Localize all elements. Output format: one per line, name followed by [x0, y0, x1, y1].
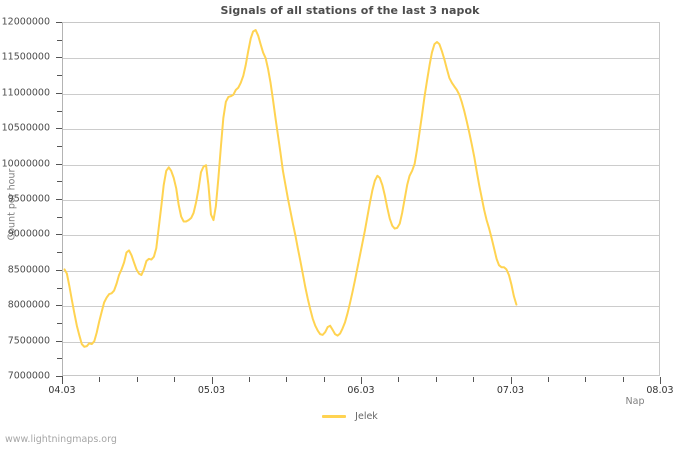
y-axis-minor-tick — [57, 287, 62, 289]
series-lines — [63, 23, 659, 375]
x-axis-major-tick — [361, 377, 362, 384]
gridline — [63, 164, 659, 166]
y-axis-tick-label: 11500000 — [1, 51, 50, 63]
x-axis-minor-tick — [473, 377, 475, 382]
x-axis-minor-tick — [398, 377, 400, 382]
y-axis-major-tick — [56, 199, 63, 200]
chart-legend: Jelek — [0, 411, 700, 422]
gridline — [63, 235, 659, 237]
y-axis-minor-tick — [57, 216, 62, 218]
y-axis-major-tick — [56, 163, 63, 165]
y-axis-tick-label: 8500000 — [7, 264, 50, 276]
y-axis-minor-tick — [57, 145, 62, 147]
x-axis-minor-tick — [174, 377, 176, 382]
y-axis-minor-tick — [57, 358, 62, 360]
y-axis-minor-tick — [57, 75, 62, 77]
gridline — [63, 129, 659, 131]
y-axis-tick-label: 10500000 — [1, 122, 50, 134]
y-axis-tick-label: 7000000 — [7, 370, 50, 382]
gridline — [63, 200, 659, 201]
y-axis-major-tick — [56, 22, 63, 23]
x-axis-tick-label: 07.03 — [496, 385, 525, 396]
x-axis-minor-tick — [435, 377, 437, 382]
y-axis-major-tick — [56, 234, 63, 236]
y-axis-major-tick — [56, 128, 63, 130]
y-axis-tick-label: 7500000 — [7, 335, 50, 347]
y-axis-minor-tick — [57, 110, 62, 112]
x-axis-tick-label: 04.03 — [48, 385, 76, 396]
y-axis-major-tick — [56, 57, 63, 59]
x-axis-minor-tick — [248, 377, 250, 382]
x-axis-major-tick — [660, 377, 661, 384]
y-axis-major-tick — [56, 92, 63, 94]
legend-label-jelek: Jelek — [355, 411, 378, 422]
y-axis-tick-label: 8000000 — [7, 299, 50, 311]
x-axis-minor-tick — [622, 377, 624, 382]
gridline — [63, 270, 659, 272]
x-axis-major-tick — [211, 377, 213, 384]
y-axis-minor-tick — [57, 39, 62, 41]
y-axis-tick-label: 11000000 — [1, 87, 50, 99]
watermark: www.lightningmaps.org — [5, 434, 117, 445]
x-axis-tick-label: 05.03 — [197, 385, 226, 396]
y-axis-major-tick — [56, 376, 63, 377]
gridline — [63, 306, 659, 308]
legend-swatch-jelek — [322, 415, 347, 418]
x-axis-tick-label: 06.03 — [347, 385, 375, 396]
x-axis-minor-tick — [585, 377, 587, 382]
y-axis-tick-label: 12000000 — [1, 16, 50, 28]
gridline — [63, 58, 659, 60]
x-axis-minor-tick — [286, 377, 288, 382]
y-axis-major-tick — [56, 269, 63, 271]
y-axis-major-tick — [56, 340, 63, 342]
y-axis-minor-tick — [57, 322, 62, 324]
x-axis-major-tick — [510, 377, 512, 384]
x-axis-minor-tick — [136, 377, 138, 382]
x-axis-major-tick — [62, 377, 63, 384]
gridline — [63, 341, 659, 343]
y-axis-tick-label: 10000000 — [1, 158, 50, 170]
chart-title: Signals of all stations of the last 3 na… — [220, 4, 480, 17]
y-axis-major-tick — [56, 305, 63, 307]
plot-area — [62, 22, 660, 376]
y-axis-tick-label: 9500000 — [7, 193, 50, 205]
x-axis-tick-label: 08.03 — [646, 385, 674, 396]
series-line-jelek — [64, 30, 516, 347]
x-axis-title: Nap — [625, 396, 645, 407]
x-axis-minor-tick — [99, 377, 101, 382]
x-axis-minor-tick — [547, 377, 549, 382]
gridline — [63, 93, 659, 95]
y-axis-minor-tick — [57, 252, 62, 254]
x-axis-minor-tick — [323, 377, 325, 382]
y-axis-minor-tick — [57, 181, 62, 183]
y-axis-tick-label: 9000000 — [7, 228, 50, 240]
